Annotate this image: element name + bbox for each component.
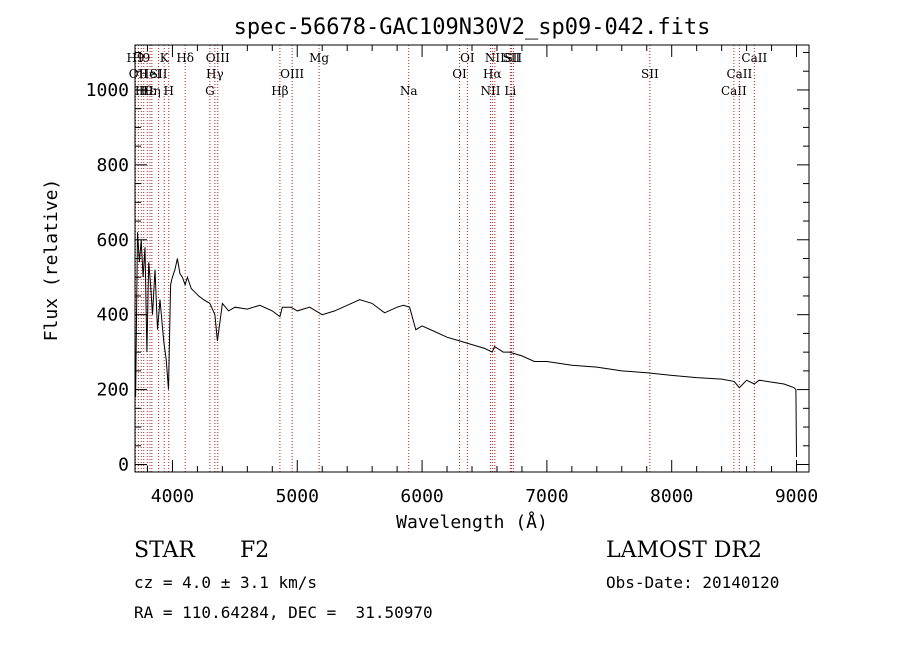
y-tick-label: 0 (118, 455, 129, 476)
line-marker-label: OI (452, 67, 467, 81)
line-marker-label: G (205, 84, 215, 98)
line-marker-label: K (160, 51, 170, 65)
line-marker-label: Li (504, 84, 516, 98)
x-tick-label: 8000 (650, 486, 693, 507)
y-tick-label: 1000 (86, 80, 129, 101)
line-marker-label: NII (485, 51, 505, 65)
line-marker-label: SII (503, 51, 521, 65)
x-axis-label: Wavelength (Å) (396, 511, 548, 533)
plot-frame (134, 44, 810, 473)
y-tick-label: 600 (96, 230, 129, 251)
object-class: STAR (134, 538, 195, 563)
line-marker-label: HeI (139, 67, 162, 81)
y-axis-label: Flux (relative) (41, 179, 62, 342)
line-marker-label: SII (641, 67, 659, 81)
spectrum-series-line (135, 232, 797, 458)
redshift-cz: cz = 4.0 ± 3.1 km/s (134, 573, 318, 592)
x-tick-label: 4000 (151, 486, 194, 507)
object-subclass: F2 (240, 538, 270, 563)
line-marker-label: Hη (143, 84, 161, 98)
x-tick-label: 7000 (525, 486, 568, 507)
line-marker-label: Hγ (206, 67, 224, 81)
line-marker-label: Hα (483, 67, 502, 81)
line-marker-label: Mg (309, 51, 329, 65)
x-tick-label: 9000 (775, 486, 818, 507)
line-marker-label: Hδ (176, 51, 194, 65)
line-marker-label: Na (400, 84, 418, 98)
emission-line-markers: H9OIIH9HθHεHeIHηSIIKHHδGHγOIIIHβOIIIMgNa… (126, 45, 767, 472)
line-marker-label: H9 (132, 51, 150, 65)
line-marker-label: NII (480, 84, 500, 98)
line-marker-label: SII (150, 67, 168, 81)
x-tick-label: 5000 (276, 486, 319, 507)
line-marker-label: OIII (280, 67, 304, 81)
survey-name: LAMOST DR2 (606, 538, 762, 563)
line-marker-label: SII (504, 51, 522, 65)
line-marker-label: H (163, 84, 173, 98)
obs-date: Obs-Date: 20140120 (606, 573, 780, 592)
y-tick-label: 200 (96, 380, 129, 401)
line-marker-label: CaII (721, 84, 747, 98)
line-marker-label: CaII (726, 67, 752, 81)
line-marker-label: Hθ (135, 84, 153, 98)
line-marker-label: CaII (741, 51, 767, 65)
line-marker-label: OI (460, 51, 475, 65)
ra-dec: RA = 110.64284, DEC = 31.50970 (134, 603, 433, 622)
x-tick-label: 6000 (400, 486, 443, 507)
line-marker-label: OIII (206, 51, 230, 65)
y-tick-label: 800 (96, 155, 129, 176)
line-marker-label: OII (129, 67, 149, 81)
chart-title: spec-56678-GAC109N30V2_sp09-042.fits (234, 15, 711, 40)
line-marker-label: Hβ (271, 84, 288, 98)
axes: 4000 5000 6000 7000 8000 9000 0 200 400 600 800 100… (86, 44, 818, 507)
y-tick-label: 400 (96, 305, 129, 326)
